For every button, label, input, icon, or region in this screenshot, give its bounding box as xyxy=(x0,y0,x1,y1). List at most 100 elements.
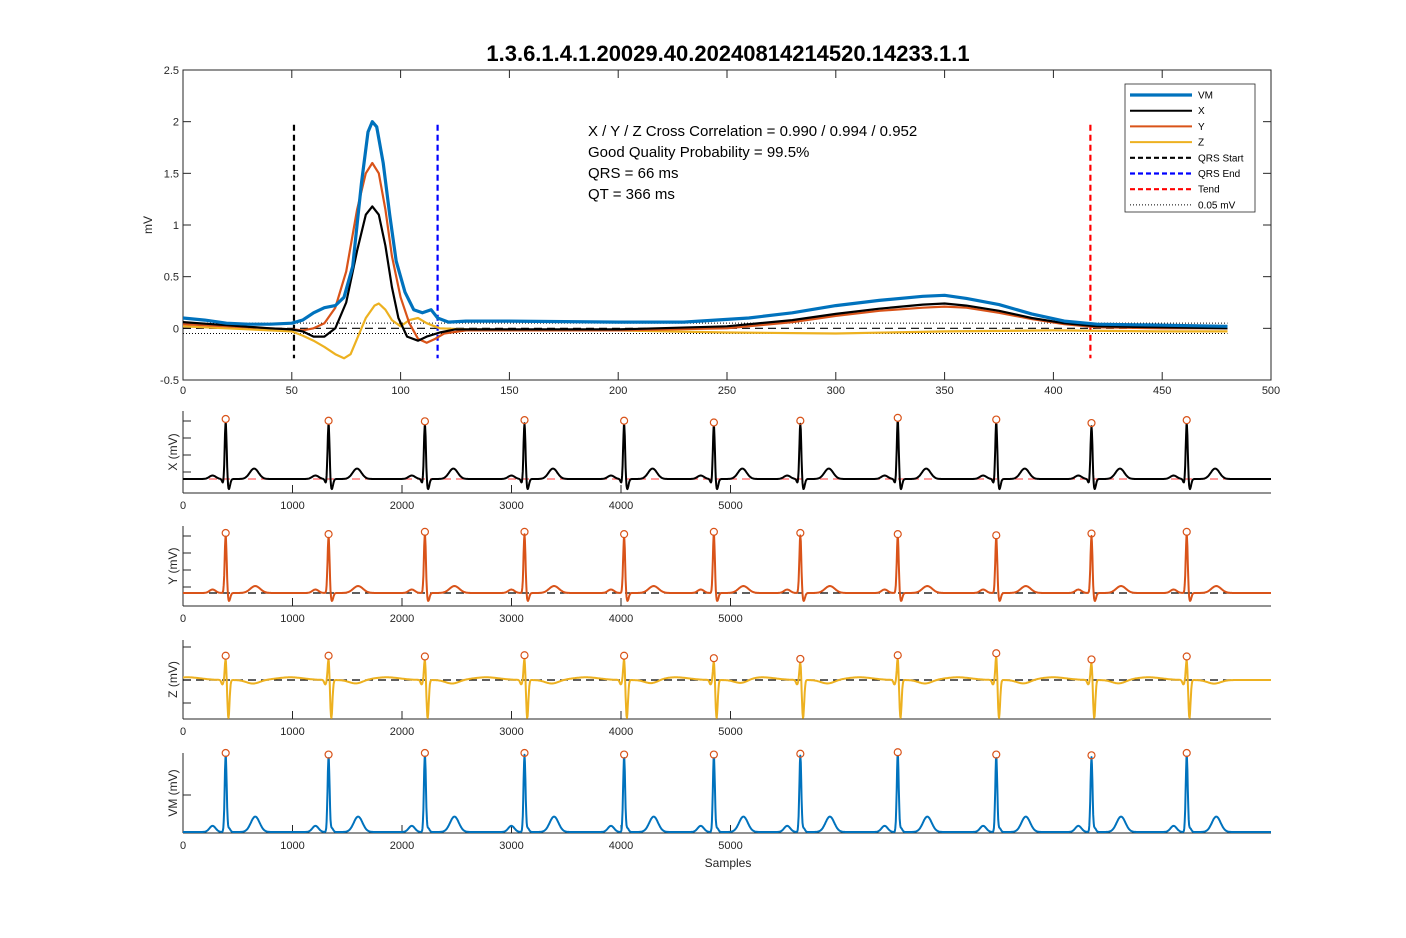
peak-marker xyxy=(709,418,718,427)
peak-marker xyxy=(796,528,805,538)
strip-xtick-label: 2000 xyxy=(390,840,414,852)
main-xtick-label: 100 xyxy=(391,385,409,397)
y-lead-panel: 0 1000 2000 3000 4000 5000 Y (mV) xyxy=(166,526,1272,625)
peak-marker xyxy=(1182,652,1191,661)
peak-marker xyxy=(620,651,629,660)
strip-xtick-label: 5000 xyxy=(718,613,742,625)
legend-label: Z xyxy=(1198,138,1204,149)
peak-marker xyxy=(893,530,902,539)
strip-xtick-label: 1000 xyxy=(280,613,304,625)
strip-xtick-label: 4000 xyxy=(609,613,633,625)
main-xtick-label: 250 xyxy=(718,385,736,397)
legend-label: QRS Start xyxy=(1198,153,1244,164)
peak-marker xyxy=(1182,416,1191,425)
peak-marker xyxy=(620,530,629,539)
peak-marker xyxy=(420,652,429,661)
peak-marker xyxy=(992,649,1001,658)
strip-xtick-label: 0 xyxy=(180,726,186,738)
peak-marker xyxy=(1087,418,1096,428)
strip-xtick-label: 3000 xyxy=(499,726,523,738)
main-xtick-label: 400 xyxy=(1044,385,1062,397)
annotation-qt: QT = 366 ms xyxy=(588,186,675,203)
strip-xtick-label: 4000 xyxy=(609,840,633,852)
peak-marker xyxy=(420,527,429,536)
main-xtick-label: 150 xyxy=(500,385,518,397)
strip-xtick-label: 2000 xyxy=(390,726,414,738)
strip-xtick-label: 5000 xyxy=(718,726,742,738)
annotation-correlation: X / Y / Z Cross Correlation = 0.990 / 0.… xyxy=(588,123,917,140)
main-xtick-label: 50 xyxy=(286,385,298,397)
legend: VM XYZ QRS Start QRS End Tend 0.05 mV xyxy=(1124,83,1256,213)
main-ytick-label: 1.5 xyxy=(164,168,179,180)
vm-lead-panel: 0 1000 2000 3000 4000 5000 VM (mV) xyxy=(166,748,1272,852)
z-lead-panel: 0 1000 2000 3000 4000 5000 Z (mV) xyxy=(166,640,1272,738)
strip-z-trace xyxy=(182,656,1272,719)
peak-marker xyxy=(1182,748,1191,758)
strip-xtick-label: 5000 xyxy=(718,500,742,512)
strip-vm-trace xyxy=(182,753,1272,833)
peak-marker xyxy=(620,750,629,759)
peak-marker xyxy=(893,748,902,757)
series-z-line xyxy=(182,302,1228,360)
annotations: X / Y / Z Cross Correlation = 0.990 / 0.… xyxy=(588,123,917,203)
peak-marker xyxy=(1087,655,1096,664)
strip-ylabel: Y (mV) xyxy=(166,547,180,584)
peak-marker xyxy=(796,749,805,758)
legend-label: Tend xyxy=(1198,185,1220,196)
peak-marker xyxy=(324,651,333,660)
peak-marker xyxy=(221,748,230,758)
strip-xtick-label: 3000 xyxy=(499,840,523,852)
main-ytick-label: 2.5 xyxy=(164,65,179,77)
peak-marker xyxy=(992,415,1001,424)
peak-marker xyxy=(796,654,805,664)
strip-ylabel: X (mV) xyxy=(166,433,180,470)
legend-box xyxy=(1124,83,1256,213)
peak-marker xyxy=(893,413,902,422)
x-lead-panel: 0 1000 2000 3000 4000 5000 X (mV) xyxy=(166,411,1272,512)
peak-marker xyxy=(324,750,333,759)
peak-marker xyxy=(1087,751,1096,760)
main-xtick-label: 450 xyxy=(1153,385,1171,397)
median-beat-panel: 0 50 100 150 200 250 300 350 400 450 500-0.500.511… xyxy=(141,65,1280,397)
peak-marker xyxy=(1087,529,1096,538)
figure-title: 1.3.6.1.4.1.20029.40.20240814214520.1423… xyxy=(486,41,969,66)
peak-marker xyxy=(221,651,230,660)
peak-marker xyxy=(324,530,333,539)
strip-frame xyxy=(183,753,1271,833)
series-vm-line xyxy=(182,120,1228,328)
peak-marker xyxy=(221,528,230,538)
main-ylabel: mV xyxy=(141,216,155,234)
main-xtick-label: 350 xyxy=(935,385,953,397)
peak-marker xyxy=(709,527,718,536)
strip-y-trace xyxy=(182,533,1272,602)
peak-marker xyxy=(221,414,230,424)
strip-xtick-label: 1000 xyxy=(280,500,304,512)
peak-marker xyxy=(620,416,629,425)
peak-marker xyxy=(992,531,1001,540)
main-ytick-label: 2 xyxy=(173,117,179,129)
peak-marker xyxy=(420,417,429,426)
strip-xtick-label: 1000 xyxy=(280,726,304,738)
peak-marker xyxy=(420,748,429,758)
strip-frame xyxy=(183,411,1271,493)
peak-marker xyxy=(1182,527,1191,536)
peak-marker xyxy=(709,750,718,759)
strip-ylabel: VM (mV) xyxy=(166,769,180,816)
peak-marker xyxy=(796,416,805,425)
strips-xlabel: Samples xyxy=(705,856,752,870)
strip-xtick-label: 4000 xyxy=(609,726,633,738)
peak-marker xyxy=(520,527,529,536)
main-xtick-label: 200 xyxy=(609,385,627,397)
strip-xtick-label: 0 xyxy=(180,840,186,852)
legend-label: Y xyxy=(1198,122,1205,133)
strip-xtick-label: 0 xyxy=(180,500,186,512)
main-ytick-label: -0.5 xyxy=(160,375,179,387)
legend-label: 0.05 mV xyxy=(1198,200,1236,211)
main-xtick-label: 0 xyxy=(180,385,186,397)
strip-xtick-label: 3000 xyxy=(499,613,523,625)
series-x-line xyxy=(182,205,1228,342)
annotation-quality: Good Quality Probability = 99.5% xyxy=(588,144,809,161)
peak-marker xyxy=(324,416,333,425)
strip-xtick-label: 4000 xyxy=(609,500,633,512)
